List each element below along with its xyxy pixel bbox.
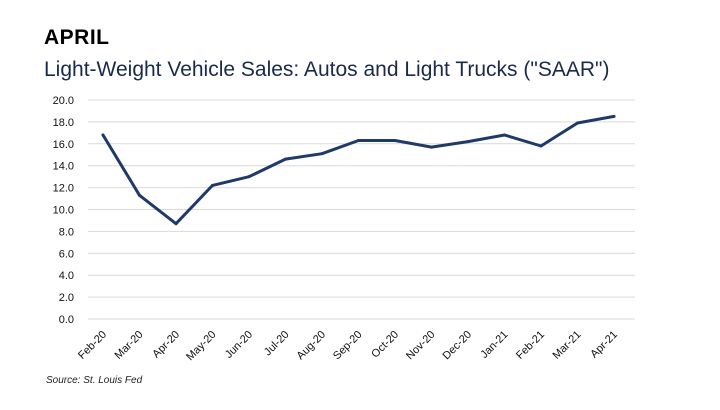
x-tick-label: Dec-20 — [441, 329, 475, 363]
data-point — [466, 140, 470, 144]
series-layer — [101, 114, 616, 226]
data-point — [393, 139, 397, 143]
x-tick-label: Oct-20 — [369, 329, 401, 361]
data-point — [138, 193, 141, 197]
page-title: APRIL — [44, 26, 110, 49]
y-tick-label: 16.0 — [53, 139, 74, 151]
data-point — [284, 157, 287, 161]
y-tick-label: 12.0 — [53, 183, 74, 195]
data-point — [357, 139, 360, 143]
data-point — [211, 183, 214, 187]
x-tick-label: Jan-21 — [478, 329, 510, 361]
data-point — [503, 133, 506, 137]
x-tick-label: Feb-21 — [514, 329, 547, 362]
x-tick-label: Nov-20 — [404, 329, 438, 363]
x-tick-label: Jun-20 — [223, 329, 255, 361]
y-tick-label: 6.0 — [59, 248, 74, 260]
data-point — [430, 145, 433, 149]
gridlines — [88, 99, 635, 320]
y-tick-label: 20.0 — [53, 95, 74, 107]
series-line — [101, 114, 616, 226]
y-tick-label: 8.0 — [59, 226, 74, 238]
y-tick-label: 0.0 — [59, 314, 74, 326]
y-tick-label: 4.0 — [59, 270, 74, 282]
data-point — [247, 175, 251, 179]
source-note: Source: St. Louis Fed — [46, 375, 143, 386]
chart-title: Light-Weight Vehicle Sales: Autos and Li… — [44, 58, 610, 81]
x-tick-label: Mar-20 — [112, 329, 145, 362]
y-tick-label: 10.0 — [53, 205, 74, 217]
x-tick-label: Sep-20 — [331, 329, 365, 363]
x-tick-label: Aug-20 — [295, 329, 329, 363]
y-tick-label: 18.0 — [53, 117, 74, 129]
x-tick-label: Apr-21 — [588, 329, 620, 361]
data-point — [101, 133, 105, 137]
data-point — [539, 144, 543, 148]
x-axis-ticks: Feb-20 Mar-20 Apr-20 May-20 Jun-20 Jul-20 Aug-… — [76, 329, 620, 363]
x-tick-label: Apr-20 — [150, 329, 182, 361]
data-point — [174, 222, 178, 226]
y-axis-ticks: 0.0 2.0 4.0 6.0 8.0 10.0 12.0 14.0 16.0 18.0 20.0 — [53, 95, 74, 326]
data-point — [320, 152, 324, 156]
x-tick-label: Feb-20 — [76, 329, 109, 362]
x-tick-label: May-20 — [184, 329, 218, 363]
y-tick-label: 14.0 — [53, 161, 74, 173]
x-tick-label: Jul-20 — [262, 329, 292, 359]
data-point — [612, 114, 616, 118]
y-tick-label: 2.0 — [59, 292, 74, 304]
x-tick-label: Mar-21 — [550, 329, 583, 362]
data-point — [576, 121, 579, 125]
